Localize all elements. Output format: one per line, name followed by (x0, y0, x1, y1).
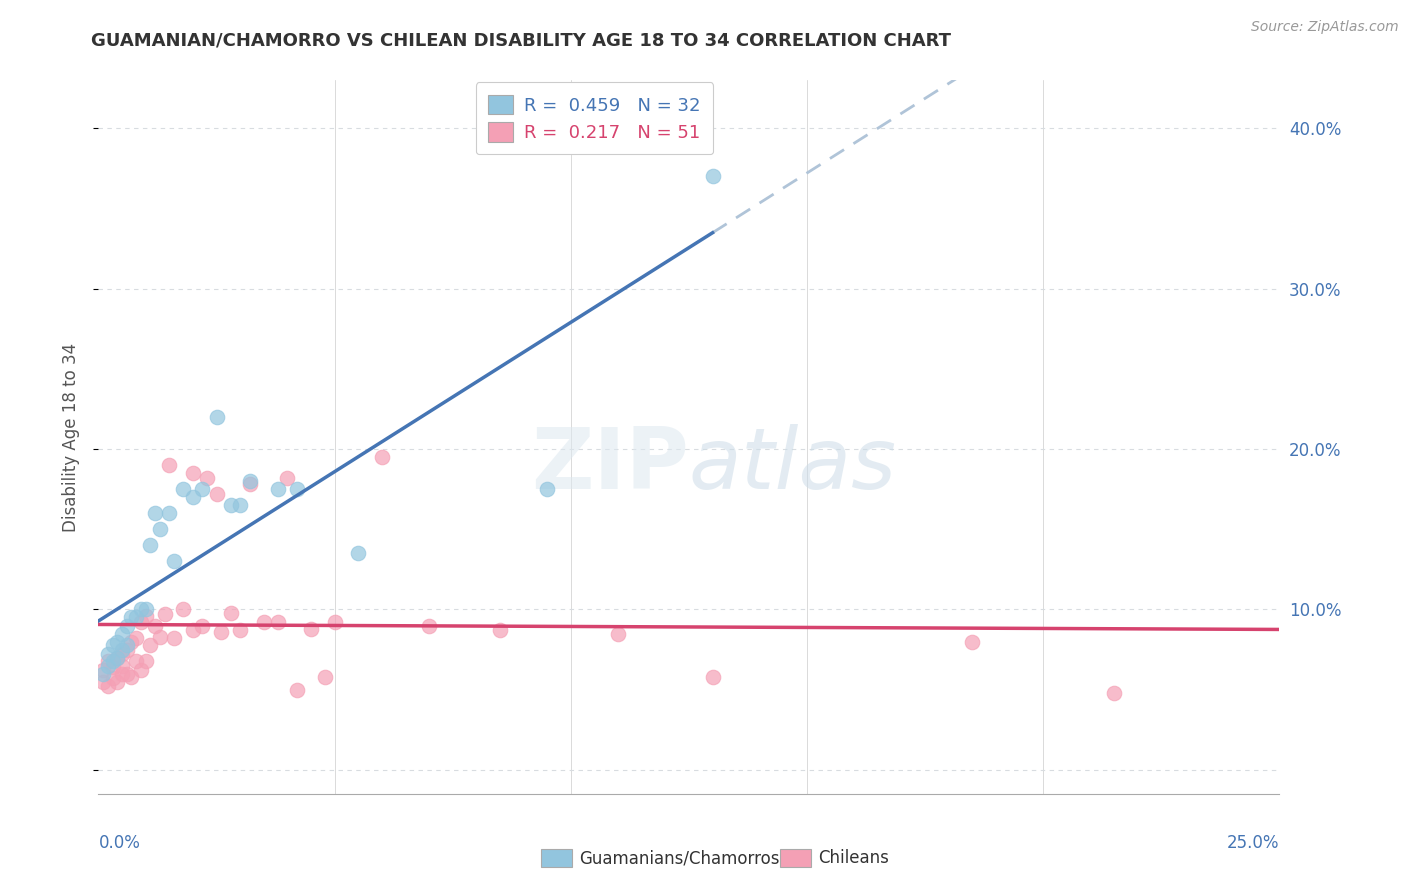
Point (149, 630, 172, 644)
Point (139, 638, 162, 652)
Point (115, 642, 138, 657)
Point (125, 610, 148, 624)
Point (253, 615, 276, 630)
Point (163, 632, 186, 646)
Point (172, 602, 194, 616)
Point (139, 538, 162, 552)
Point (111, 626, 134, 640)
Point (239, 477, 262, 491)
Point (702, 670, 724, 684)
Point (125, 654, 148, 668)
Point (121, 670, 143, 684)
Text: atlas: atlas (689, 424, 897, 508)
Point (163, 554, 186, 568)
Point (299, 622, 322, 636)
Point (135, 602, 157, 616)
Point (111, 648, 134, 662)
Point (229, 498, 252, 512)
Point (105, 634, 128, 648)
Text: 0.0%: 0.0% (98, 834, 141, 852)
Point (229, 624, 252, 638)
Point (195, 471, 218, 485)
Point (143, 618, 166, 632)
Point (115, 618, 138, 632)
Legend: R =  0.459   N = 32, R =  0.217   N = 51: R = 0.459 N = 32, R = 0.217 N = 51 (475, 82, 713, 154)
Point (205, 487, 228, 501)
Text: 25.0%: 25.0% (1227, 834, 1279, 852)
Y-axis label: Disability Age 18 to 34: Disability Age 18 to 34 (62, 343, 80, 532)
Point (143, 506, 166, 520)
Point (219, 498, 242, 512)
Point (91, 664, 114, 678)
Point (347, 546, 370, 560)
Point (129, 615, 152, 630)
Point (536, 482, 558, 496)
Point (418, 618, 440, 632)
Point (135, 608, 157, 623)
Point (91, 666, 114, 681)
Point (276, 471, 298, 485)
Point (111, 666, 134, 681)
Point (115, 666, 138, 681)
Point (962, 634, 984, 648)
Point (121, 634, 143, 648)
Point (702, 169, 724, 184)
Point (285, 482, 308, 496)
Point (267, 615, 290, 630)
Point (149, 522, 172, 536)
Text: Source: ZipAtlas.com: Source: ZipAtlas.com (1251, 20, 1399, 34)
Point (129, 602, 152, 616)
Point (191, 482, 214, 496)
Point (105, 650, 128, 665)
Point (97, 658, 120, 673)
Point (97, 680, 120, 694)
Point (219, 606, 242, 620)
Point (111, 658, 134, 673)
Point (105, 674, 128, 689)
Point (101, 660, 124, 674)
Point (1102, 686, 1125, 700)
Text: Guamanians/Chamorros: Guamanians/Chamorros (579, 849, 780, 867)
Point (181, 466, 204, 480)
Point (121, 610, 143, 624)
Point (239, 474, 262, 488)
Point (323, 615, 346, 630)
Point (157, 506, 180, 520)
Point (111, 642, 134, 657)
Text: ZIP: ZIP (531, 424, 689, 508)
Point (191, 618, 214, 632)
Point (181, 490, 204, 504)
Point (91, 674, 114, 689)
Point (97, 654, 120, 668)
Point (129, 664, 152, 678)
Point (371, 450, 394, 464)
Point (97, 648, 120, 662)
Point (153, 607, 176, 622)
Point (267, 482, 290, 496)
Point (209, 624, 232, 639)
Point (157, 458, 180, 472)
Point (607, 626, 630, 640)
Point (101, 672, 124, 686)
Point (135, 654, 157, 668)
Point (125, 632, 148, 646)
Point (181, 624, 204, 638)
Text: Chileans: Chileans (818, 849, 889, 867)
Point (172, 482, 194, 496)
Point (101, 638, 124, 652)
Point (105, 650, 128, 665)
Point (115, 638, 138, 652)
Point (489, 624, 512, 638)
Point (285, 682, 308, 697)
Text: GUAMANIAN/CHAMORRO VS CHILEAN DISABILITY AGE 18 TO 34 CORRELATION CHART: GUAMANIAN/CHAMORRO VS CHILEAN DISABILITY… (91, 31, 952, 49)
Point (314, 670, 336, 684)
Point (101, 654, 124, 668)
Point (205, 410, 228, 425)
